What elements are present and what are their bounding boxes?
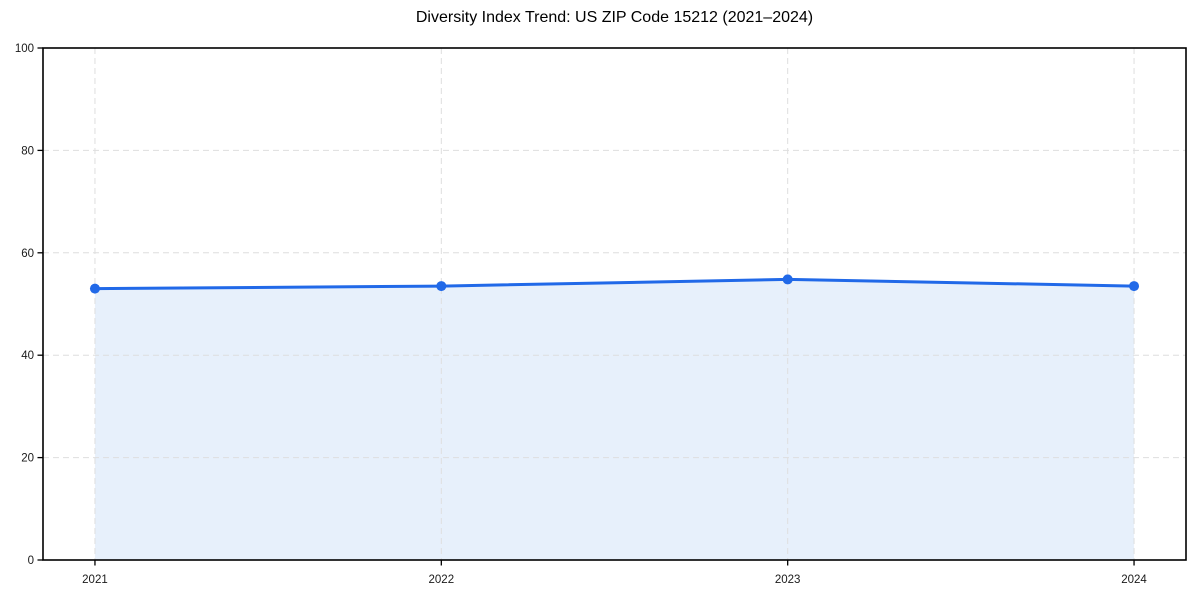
x-tick-label-2021: 2021 [82, 574, 108, 586]
x-tick-label-2022: 2022 [429, 574, 455, 586]
y-tick-label-60: 60 [21, 248, 34, 260]
plot-border [42, 47, 1187, 561]
trend-line [93, 277, 1136, 291]
data-point-2021 [89, 283, 100, 294]
area-fill [94, 279, 1135, 560]
data-point-2024 [1129, 281, 1140, 292]
chart-title: Diversity Index Trend: US ZIP Code 15212… [415, 9, 814, 26]
y-tick-label-40: 40 [21, 350, 34, 362]
data-point-2022 [436, 281, 447, 292]
x-tick-label-2024: 2024 [1121, 574, 1147, 586]
data-point-2023 [782, 274, 793, 285]
x-tick-label-2023: 2023 [775, 574, 801, 586]
y-tick-label-80: 80 [21, 145, 34, 157]
y-tick-label-20: 20 [21, 453, 34, 465]
y-tick-label-100: 100 [15, 43, 34, 55]
y-tick-label-0: 0 [28, 555, 34, 567]
